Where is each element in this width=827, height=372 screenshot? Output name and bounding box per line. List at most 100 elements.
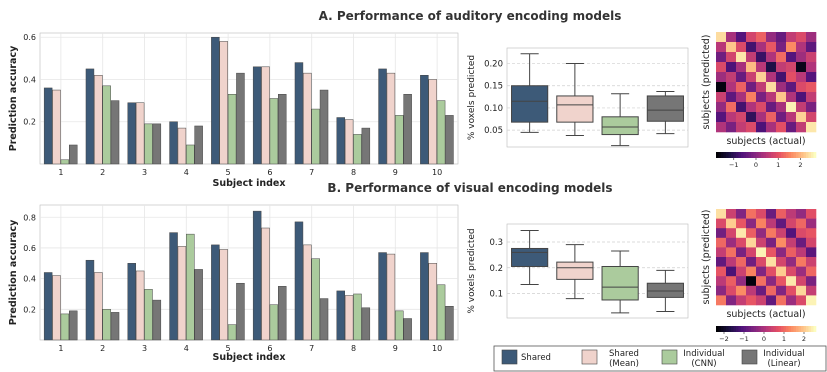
heatmap-cell [796,257,807,267]
colorbar-segment [808,326,812,332]
heatmap-cell [726,32,737,43]
heatmap-cell [786,82,797,93]
y-tick-label: 0.3 [489,238,503,248]
heatmap-x-label: subjects (actual) [726,309,805,320]
heatmap-cell [806,266,817,277]
heatmap-cell [746,52,757,63]
heatmap-cell [806,257,817,267]
heatmap-cell [806,72,817,83]
heatmap-cell [716,295,727,306]
bar-individual_cnn [186,233,195,341]
heatmap-cell [776,285,787,296]
bar-shared [336,290,345,341]
heatmap-cell [736,237,747,248]
colorbar-segment [778,326,782,332]
colorbar-segment [791,326,794,332]
colorbar-segment [776,326,779,332]
colorbar-segment [796,326,799,332]
colorbar-segment [738,152,742,158]
bar-individual_cnn [102,85,111,165]
heatmap-cell [736,92,747,103]
legend-items: Shared Shared(Mean)Individual(CNN)Individ… [501,349,805,369]
heatmap-cell [726,209,737,219]
heatmap-cell [786,122,797,133]
y-tick-label: 0.6 [23,33,36,42]
colorbar-segment [748,326,752,332]
x-tick-label: 2 [100,168,105,177]
heatmap-cell [806,209,817,219]
heatmap-cell [736,209,747,219]
bar-individual_linear [69,310,78,341]
heatmap-cell [786,92,797,103]
heatmap-cell [756,285,767,296]
heatmap-cell [756,209,767,219]
heatmap-cell [776,42,787,53]
colorbar-segment [763,152,767,158]
heatmap-cell [716,237,727,248]
heatmap-cell [736,257,747,267]
heatmap-cell [776,209,787,219]
colorbar-segment [721,152,724,158]
heatmap-cell [756,228,767,239]
bar-shared [43,272,53,341]
heatmap-cell [806,62,817,73]
colorbar-segment [781,152,784,158]
auditory-heatmap: subjects (predicted) subjects (actual) −1 0… [701,32,817,169]
heatmap-cell [746,92,757,103]
colorbar-segment [723,326,727,332]
heatmap-cell [716,122,727,133]
heatmap-cell [766,209,777,219]
bar-individual_cnn [60,313,70,341]
heatmap-cell [736,82,747,93]
heatmap-cell [756,82,767,93]
y-tick-label: 0.1 [489,290,503,300]
colorbar-tick-label: −1 [739,335,749,343]
heatmap-cell [786,218,797,229]
bar-individual_cnn [102,309,111,341]
heatmap-cell [726,72,737,83]
heatmap-cell [786,72,797,83]
colorbar-segment [798,326,802,332]
heatmap-cell [796,112,807,123]
colorbar-segment [721,326,724,332]
heatmap-cell [806,42,817,53]
colorbar-segment [806,326,809,332]
heatmap-cell [776,276,787,287]
heatmap-cell [786,102,797,113]
heatmap-cell [796,72,807,83]
heatmap-cell [776,102,787,113]
panel-a-title: A. Performance of auditory encoding mode… [319,9,622,23]
x-tick-label: 8 [351,168,356,177]
bar-individual_cnn [436,284,446,341]
bar-shared [378,252,387,341]
heatmap-cell [776,218,787,229]
heatmap-cell [716,257,727,267]
x-tick-label: 6 [267,168,272,177]
heatmap-cell [746,285,757,296]
heatmap-cell [806,52,817,63]
colorbar-segment [776,152,779,158]
heatmap-x-label: subjects (actual) [726,136,805,147]
heatmap-cell [786,228,797,239]
heatmap-cell [806,247,817,258]
colorbar-segment [716,326,719,332]
heatmap-cell [776,228,787,239]
heatmap-cell [746,42,757,53]
heatmap-cell [766,42,777,53]
heatmap-cell [716,228,727,239]
heatmap-cell [806,295,817,306]
colorbar-tick-label: −2 [719,335,729,343]
colorbar-segment [736,326,739,332]
y-tick-label: 0.2 [23,118,36,127]
heatmap-cell [786,237,797,248]
bar-individual_cnn [227,94,237,165]
x-tick-label: 5 [226,168,231,177]
colorbar-segment [768,326,772,332]
heatmap-cell [796,122,807,133]
y-axis-label: % voxels predicted [467,55,477,140]
colorbar-segment [731,326,734,332]
x-tick-label: 7 [309,344,314,353]
heatmap-cell [746,62,757,73]
heatmap-cell [796,237,807,248]
bar-individual_linear [152,299,162,341]
